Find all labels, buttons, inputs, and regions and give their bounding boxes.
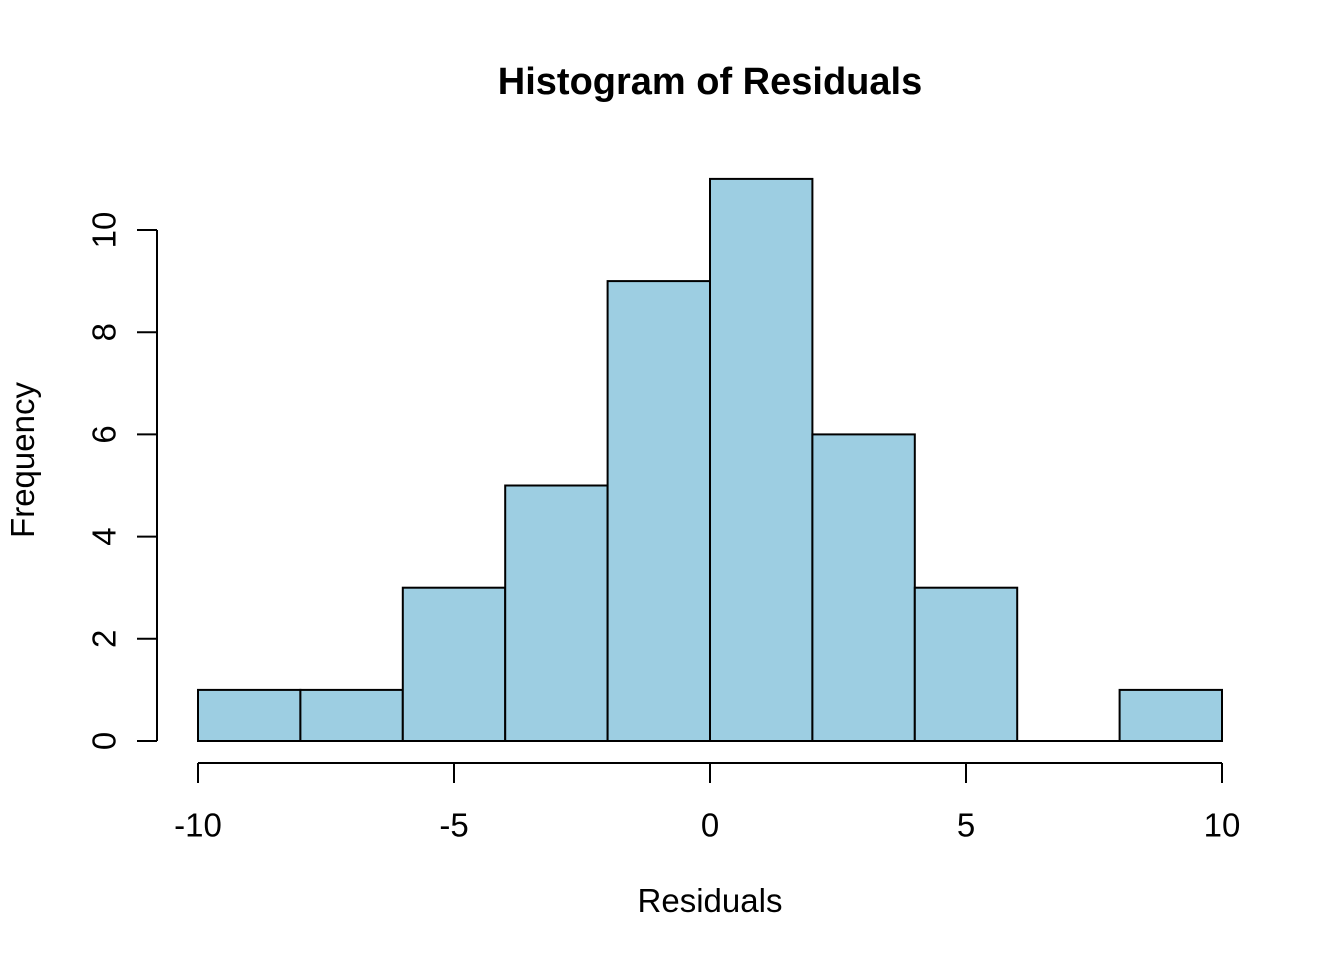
histogram-bar (913, 586, 1019, 743)
x-axis-title: Residuals (638, 882, 783, 919)
y-tick-label: 0 (86, 732, 123, 750)
y-axis-title: Frequency (4, 382, 41, 538)
histogram-bar (606, 280, 711, 742)
histogram-bar (811, 433, 916, 742)
y-tick-label: 2 (86, 630, 123, 648)
x-tick-label: 0 (701, 807, 719, 844)
y-axis: 0 2 4 6 8 10 (86, 212, 158, 750)
histogram-bar (299, 688, 404, 743)
histogram-bar (1118, 688, 1223, 743)
y-tick-label: 6 (86, 425, 123, 443)
x-tick-label: 5 (957, 807, 975, 844)
x-tick-label: -10 (174, 807, 222, 844)
y-tick-label: 4 (86, 527, 123, 545)
x-tick-label: 10 (1204, 807, 1241, 844)
y-tick-label: 8 (86, 323, 123, 341)
chart-title: Histogram of Residuals (498, 61, 922, 103)
histogram-bar (197, 688, 302, 743)
bars-group (197, 177, 1223, 743)
histogram-bar (401, 586, 507, 743)
histogram-bar (504, 484, 609, 742)
x-axis: -10 -5 0 5 10 (174, 762, 1241, 844)
y-tick-label: 10 (86, 212, 123, 249)
histogram-bar (709, 177, 814, 742)
x-tick-label: -5 (439, 807, 468, 844)
